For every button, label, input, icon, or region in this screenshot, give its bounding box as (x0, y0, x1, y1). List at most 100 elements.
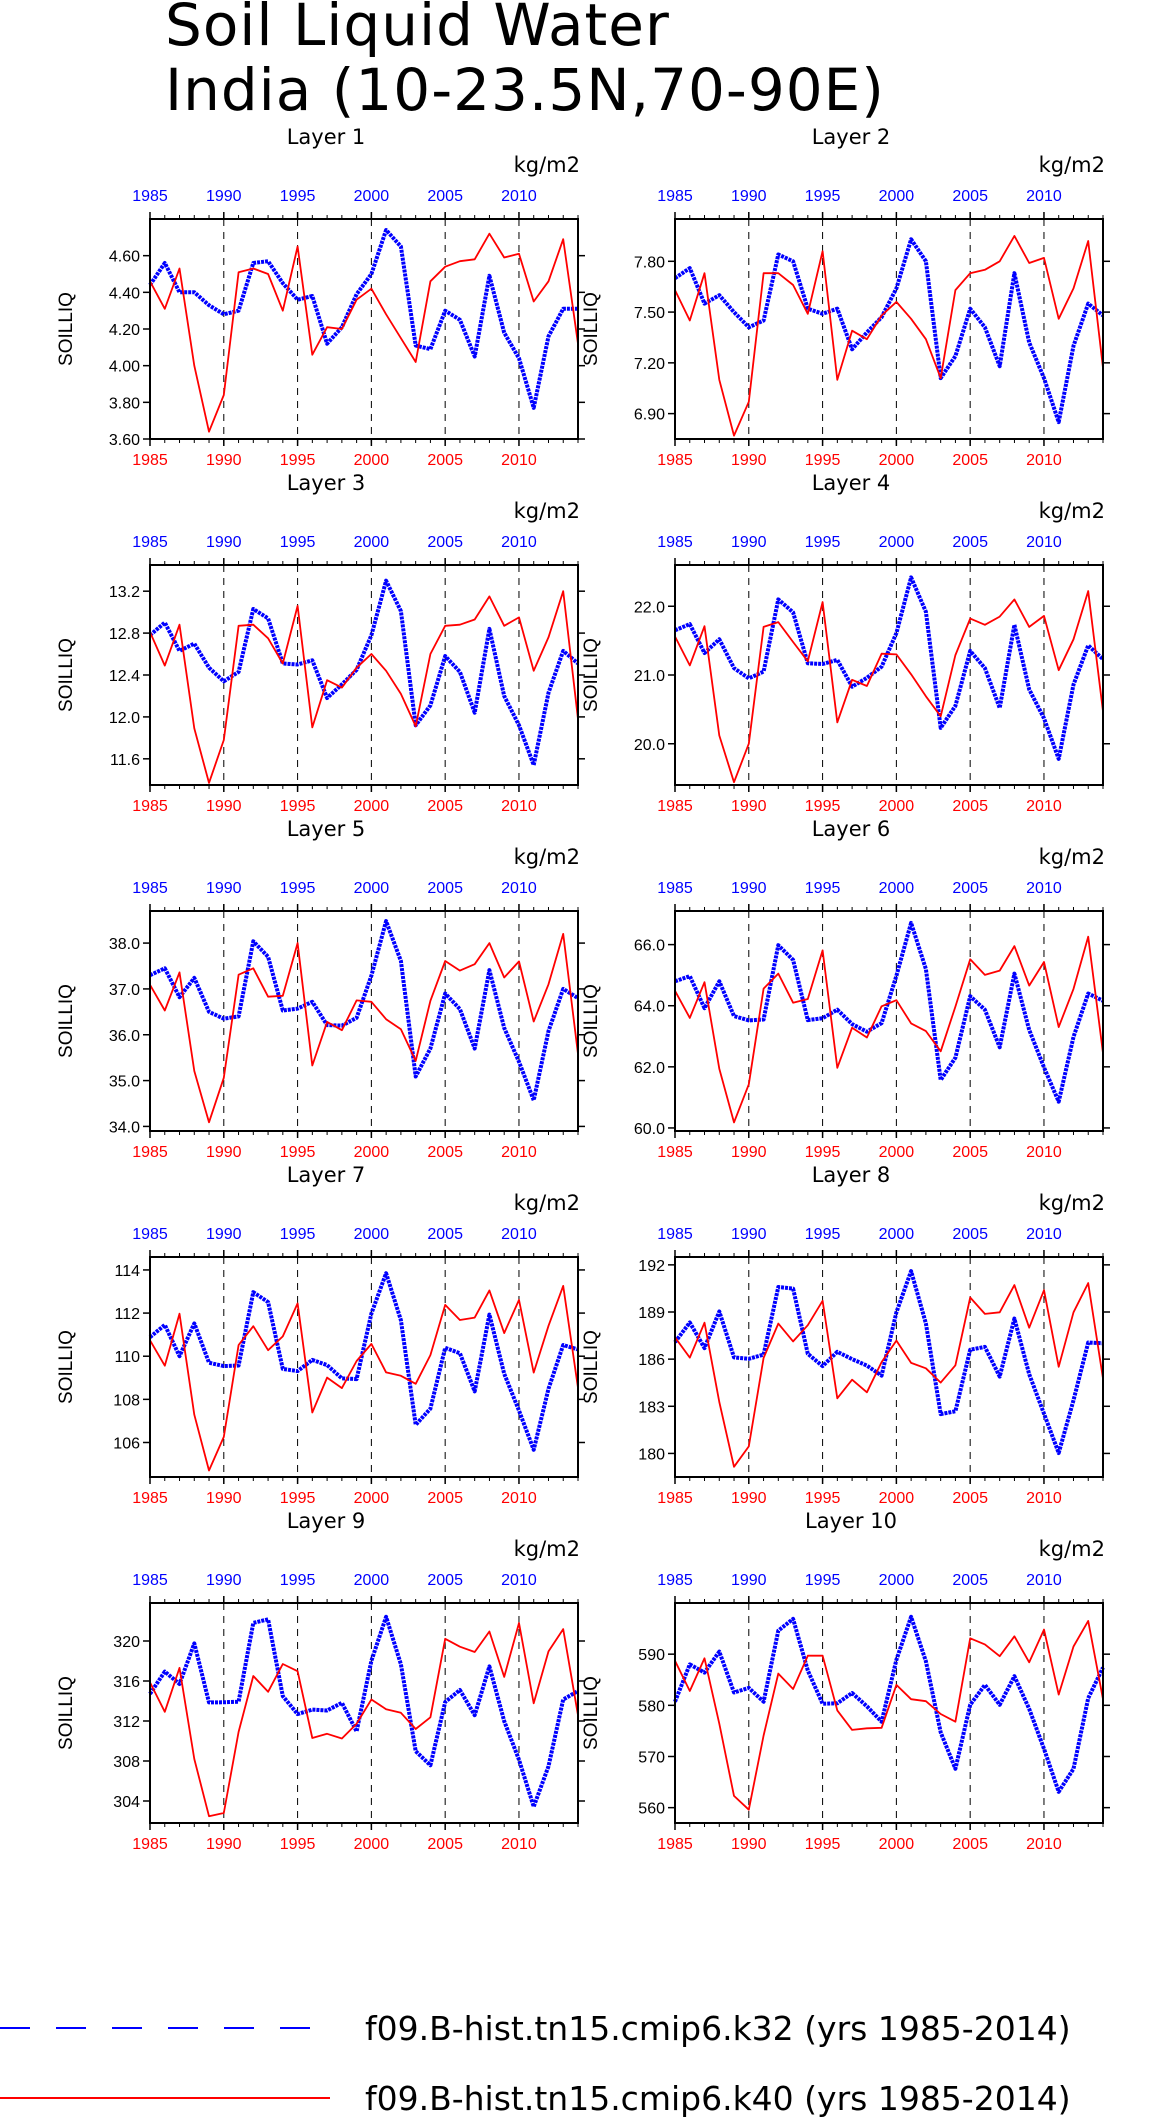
tick-label-y: 108 (113, 1392, 140, 1409)
tick-label-top: 1995 (805, 880, 841, 897)
tick-label-y: 570 (638, 1749, 665, 1766)
tick-label-y: 320 (113, 1634, 140, 1651)
series-line-k40 (674, 1282, 1104, 1468)
tick-label-bottom: 1990 (206, 1836, 242, 1853)
tick-label-y: 38.0 (109, 936, 140, 953)
tick-label-bottom: 1990 (731, 1144, 767, 1161)
tick-label-top: 1995 (280, 188, 316, 205)
panel-title: Layer 7 (287, 1163, 366, 1187)
tick-label-y: 316 (113, 1674, 140, 1691)
tick-label-top: 1990 (206, 188, 242, 205)
series-line-k40 (674, 590, 1104, 784)
tick-label-y: 60.0 (634, 1121, 665, 1138)
tick-label-bottom: 1985 (657, 798, 693, 815)
tick-label-top: 2005 (427, 534, 463, 551)
chart-panel-1: Layer 1 kg/m2 1985 1985 1990 1990 1995 1995 2000… (56, 125, 585, 469)
tick-label-bottom: 1990 (731, 798, 767, 815)
tick-label-bottom: 2010 (501, 452, 537, 469)
units-label: kg/m2 (1039, 1191, 1105, 1215)
tick-label-top: 2010 (501, 1226, 537, 1243)
tick-label-bottom: 2010 (1026, 798, 1062, 815)
tick-label-top: 2005 (952, 1226, 988, 1243)
chart-panel-6: Layer 6 kg/m2 1985 1985 1990 1990 1995 1995 2000… (581, 817, 1110, 1161)
units-label: kg/m2 (1039, 153, 1105, 177)
plot-frame (674, 1602, 1104, 1824)
tick-label-bottom: 1985 (132, 798, 168, 815)
tick-label-top: 2010 (501, 534, 537, 551)
tick-label-y: 560 (638, 1801, 665, 1818)
tick-label-bottom: 1995 (805, 1144, 841, 1161)
tick-label-y: 106 (113, 1435, 140, 1452)
tick-label-bottom: 2000 (354, 1490, 390, 1507)
tick-label-bottom: 2010 (501, 1490, 537, 1507)
tick-label-top: 1990 (731, 188, 767, 205)
tick-label-top: 1995 (805, 188, 841, 205)
y-axis-label: SOILLIQ (56, 984, 77, 1058)
figure-title-line2: India (10-23.5N,70-90E) (165, 56, 885, 124)
tick-label-y: 35.0 (109, 1074, 140, 1091)
tick-label-top: 1995 (280, 1226, 316, 1243)
tick-label-bottom: 2005 (427, 1490, 463, 1507)
tick-label-top: 2010 (1026, 534, 1062, 551)
tick-label-y: 62.0 (634, 1060, 665, 1077)
y-axis-label: SOILLIQ (56, 1676, 77, 1750)
tick-label-y: 183 (638, 1399, 665, 1416)
legend-label-1: f09.B-hist.tn15.cmip6.k32 (yrs 1985-2014… (365, 2009, 1071, 2048)
tick-label-y: 4.20 (109, 322, 140, 339)
panel-title: Layer 8 (812, 1163, 891, 1187)
tick-label-bottom: 2010 (501, 1144, 537, 1161)
y-axis-label: SOILLIQ (581, 1676, 602, 1750)
y-axis-label: SOILLIQ (581, 984, 602, 1058)
series-line-k32 (673, 237, 1105, 425)
chart-panel-7: Layer 7 kg/m2 1985 1985 1990 1990 1995 1995 2000… (56, 1163, 585, 1507)
legend: f09.B-hist.tn15.cmip6.k32 (yrs 1985-2014… (0, 2009, 1071, 2118)
tick-label-top: 2010 (1026, 880, 1062, 897)
tick-label-bottom: 2000 (354, 798, 390, 815)
tick-label-top: 2000 (879, 1572, 915, 1589)
tick-label-bottom: 2005 (952, 1836, 988, 1853)
tick-label-bottom: 2010 (1026, 1144, 1062, 1161)
tick-label-top: 1995 (805, 534, 841, 551)
tick-label-y: 114 (114, 1263, 140, 1280)
legend-label-2: f09.B-hist.tn15.cmip6.k40 (yrs 1985-2014… (365, 2079, 1071, 2118)
tick-label-bottom: 1990 (206, 1490, 242, 1507)
tick-label-y: 7.20 (634, 356, 665, 373)
tick-label-bottom: 2000 (354, 452, 390, 469)
tick-label-y: 192 (638, 1258, 665, 1275)
series-line-k32 (148, 1614, 579, 1809)
series-line-k40 (674, 1620, 1104, 1811)
plot-frame (674, 564, 1104, 786)
tick-label-y: 189 (638, 1305, 665, 1322)
tick-label-bottom: 1995 (280, 798, 316, 815)
chart-panel-4: Layer 4 kg/m2 1985 1985 1990 1990 1995 1995 2000… (581, 471, 1110, 815)
units-label: kg/m2 (514, 845, 580, 869)
tick-label-top: 2010 (1026, 1572, 1062, 1589)
tick-label-top: 2010 (501, 1572, 537, 1589)
tick-label-y: 66.0 (634, 938, 665, 955)
tick-label-bottom: 2000 (879, 1490, 915, 1507)
tick-label-bottom: 2000 (879, 798, 915, 815)
tick-label-bottom: 1995 (280, 1144, 316, 1161)
chart-panel-2: Layer 2 kg/m2 1985 1985 1990 1990 1995 1995 2000… (581, 125, 1110, 469)
panel-title: Layer 1 (287, 125, 366, 149)
chart-panel-10: Layer 10 kg/m2 1985 1985 1990 1990 1995 1995 200… (581, 1509, 1110, 1853)
series-line-k40 (149, 933, 579, 1124)
tick-label-bottom: 1985 (657, 1836, 693, 1853)
tick-label-y: 4.40 (109, 285, 140, 302)
tick-label-bottom: 2005 (952, 1490, 988, 1507)
tick-label-top: 1990 (206, 880, 242, 897)
tick-label-bottom: 2005 (427, 452, 463, 469)
tick-label-bottom: 1995 (280, 1836, 316, 1853)
tick-label-y: 110 (114, 1349, 140, 1366)
series-line-k40 (674, 234, 1104, 437)
tick-label-top: 2005 (952, 880, 988, 897)
tick-label-top: 1985 (657, 1572, 693, 1589)
tick-label-bottom: 1985 (657, 1490, 693, 1507)
tick-label-bottom: 1995 (805, 798, 841, 815)
tick-label-top: 1995 (280, 1572, 316, 1589)
units-label: kg/m2 (514, 153, 580, 177)
tick-label-y: 580 (638, 1698, 665, 1715)
plot-frame (149, 1256, 579, 1478)
tick-label-top: 2005 (952, 188, 988, 205)
